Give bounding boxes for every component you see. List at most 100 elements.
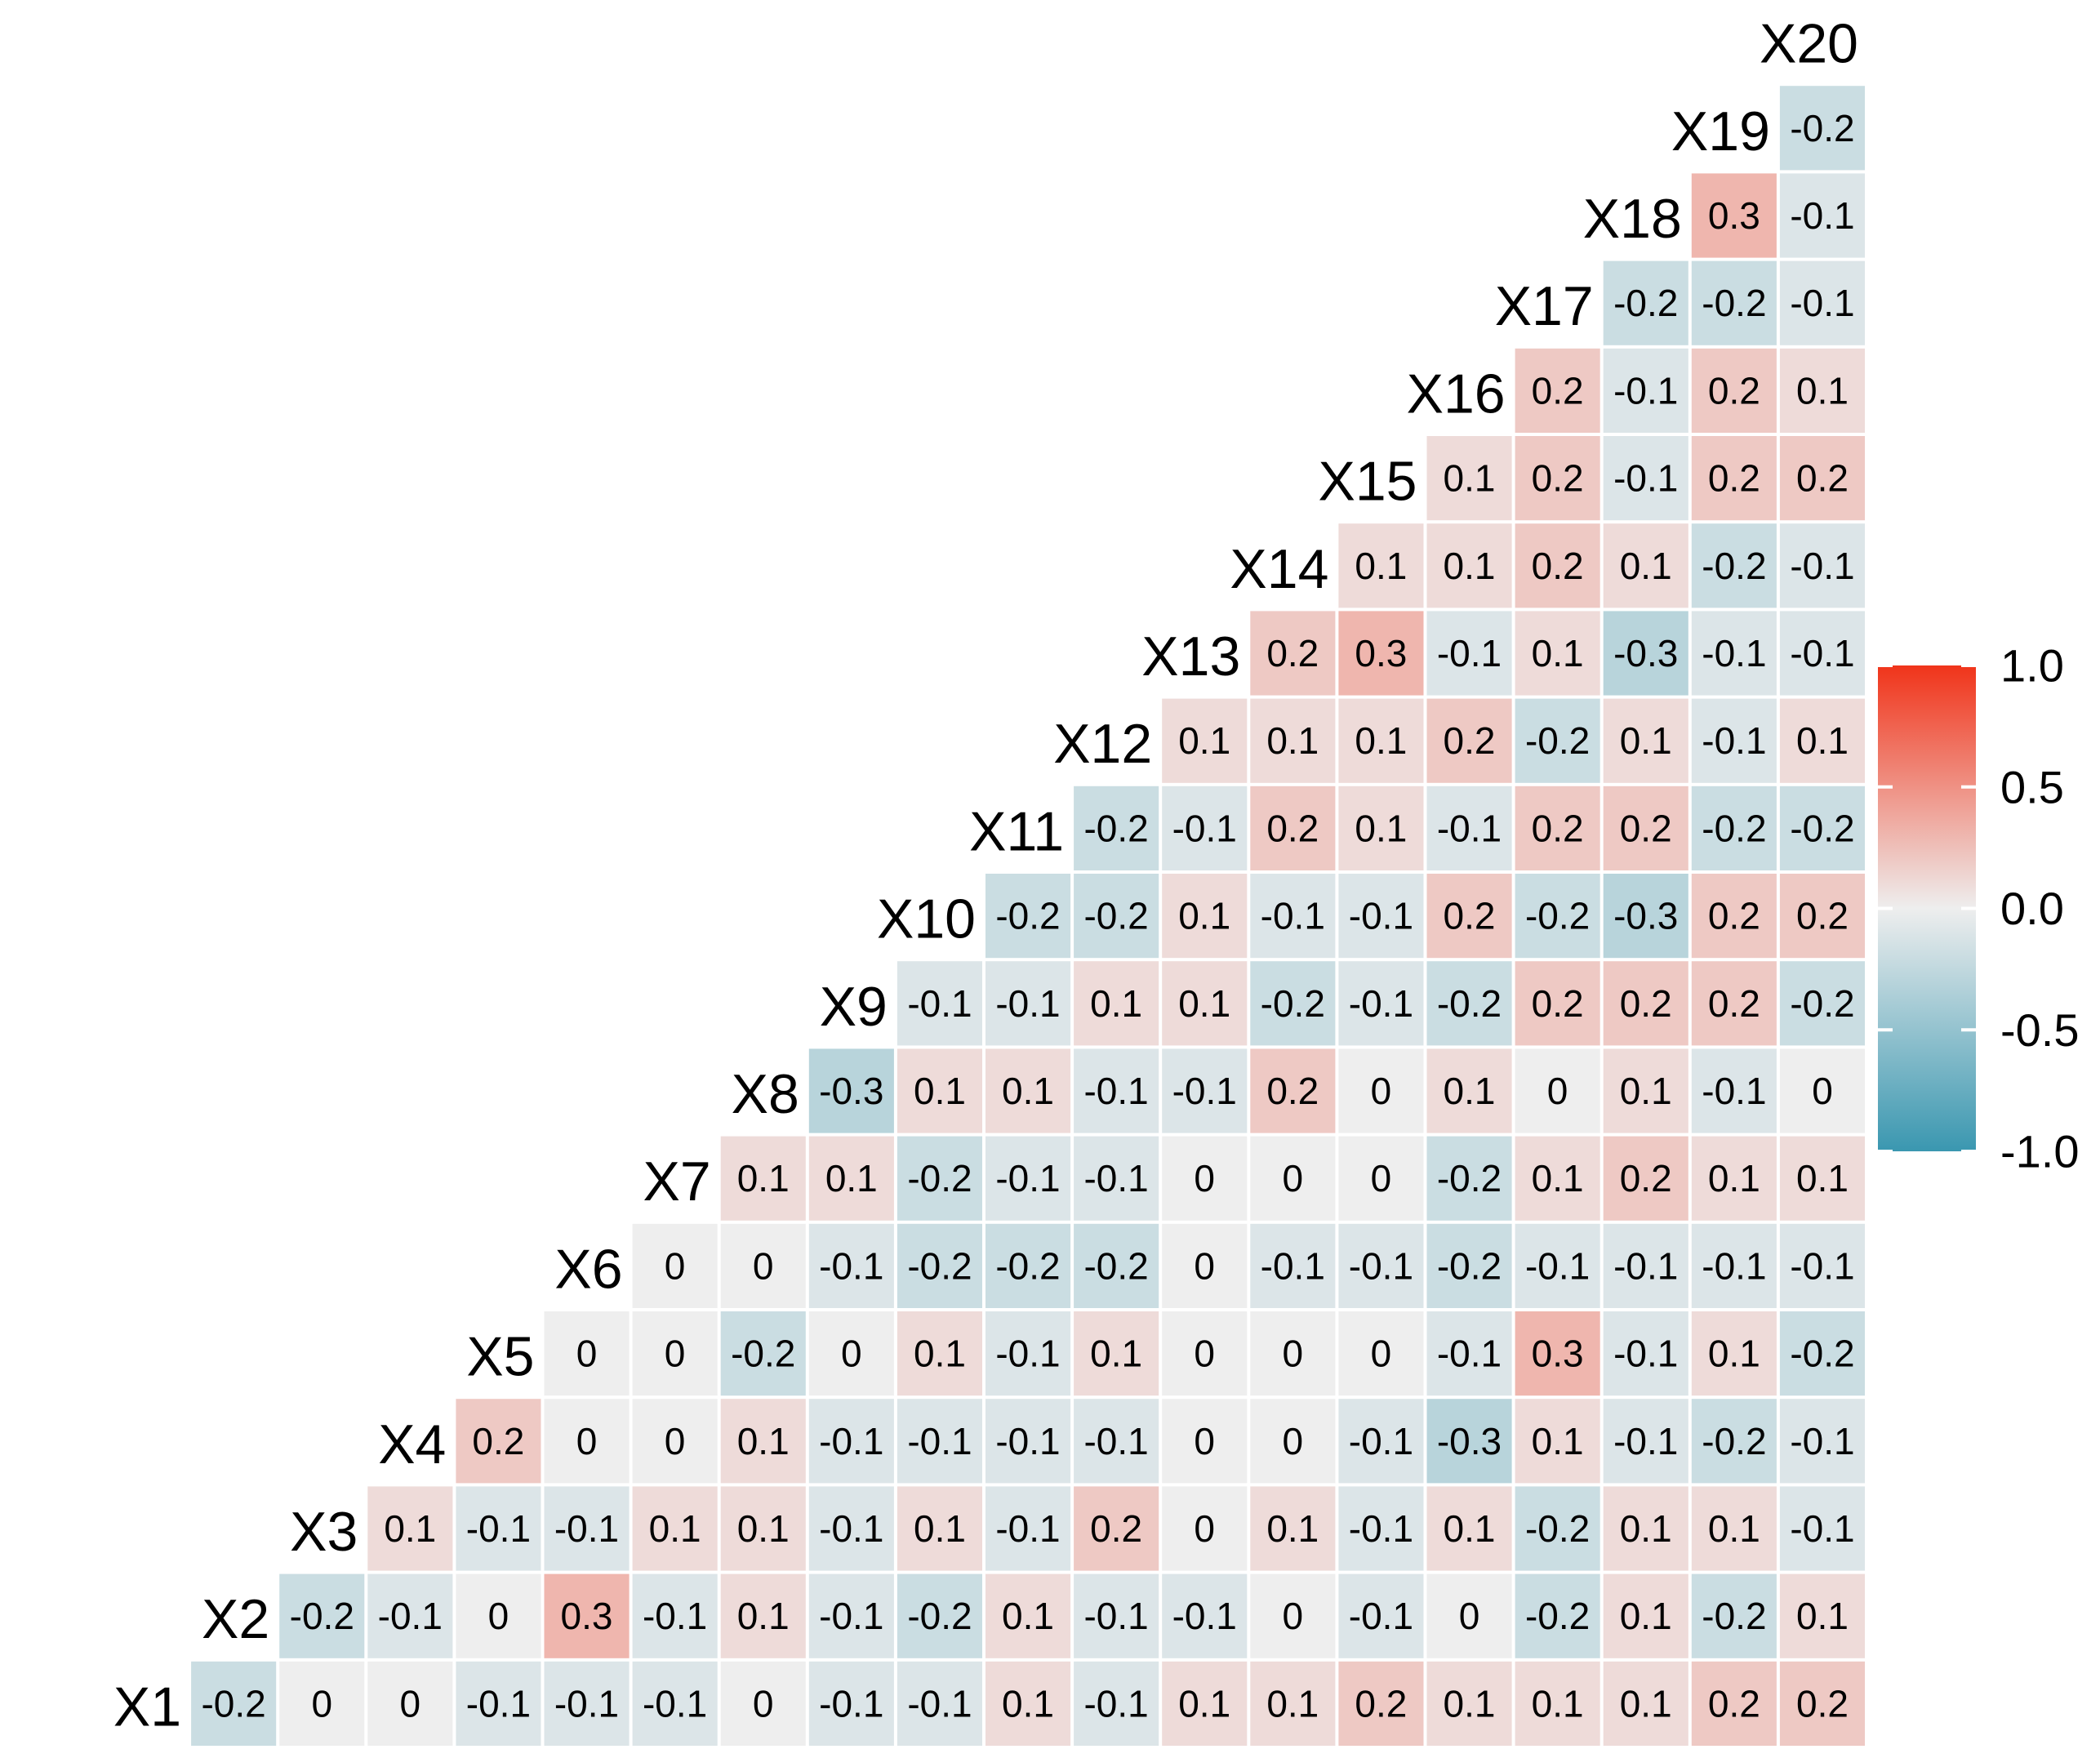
heatmap-cell [1691, 260, 1777, 345]
heatmap-cell [1338, 1399, 1424, 1484]
heatmap-cell [367, 1486, 453, 1571]
heatmap-cell [1074, 786, 1159, 870]
cell-value-label: 0.1 [1090, 982, 1142, 1025]
cell-value-label: -0.2 [1525, 719, 1590, 762]
heatmap-cell [1250, 1048, 1336, 1133]
heatmap-cell [1074, 961, 1159, 1046]
cell-value-label: -0.2 [1790, 1333, 1854, 1375]
heatmap-cell [1162, 1311, 1248, 1396]
cell-value-label: -0.1 [819, 1682, 883, 1725]
heatmap-cell [985, 1486, 1071, 1571]
cell-value-label: -0.1 [466, 1507, 531, 1550]
heatmap-cell [720, 1223, 806, 1308]
cell-value-label: -0.1 [1790, 632, 1854, 674]
cell-value-label: -0.1 [1172, 1595, 1237, 1637]
cell-value-label: -0.1 [1702, 1244, 1766, 1287]
heatmap-cell [1691, 348, 1777, 433]
heatmap-cell [1691, 523, 1777, 608]
heatmap-cell [1603, 786, 1688, 870]
cell-value-label: -0.1 [1261, 895, 1325, 937]
cell-value-label: 0.2 [1444, 719, 1496, 762]
cell-value-label: 0.2 [1444, 895, 1496, 937]
heatmap-cell [632, 1311, 718, 1396]
cell-value-label: 0.1 [1532, 1682, 1584, 1725]
heatmap-cell [1779, 611, 1865, 696]
heatmap-cell [1515, 698, 1600, 783]
variable-label: X15 [1319, 451, 1417, 513]
heatmap-cell [1603, 348, 1688, 433]
cell-value-label: -0.1 [995, 1507, 1060, 1550]
heatmap-cell [897, 1573, 982, 1658]
variable-label: X9 [820, 976, 888, 1038]
heatmap-cell [1515, 786, 1600, 870]
cell-value-label: -0.1 [1613, 457, 1678, 500]
cell-value-label: -0.1 [1702, 1070, 1766, 1112]
heatmap-cell [1691, 436, 1777, 521]
heatmap-cell [985, 1311, 1071, 1396]
heatmap-cell [1691, 1048, 1777, 1133]
cell-value-label: -0.2 [1083, 807, 1148, 849]
heatmap-cell [897, 1486, 982, 1571]
heatmap-cell [1250, 1223, 1336, 1308]
heatmap-cell [1515, 961, 1600, 1046]
cell-value-label: -0.1 [1083, 1682, 1148, 1725]
cell-value-label: -0.1 [1790, 1507, 1854, 1550]
cell-value-label: 0.2 [1620, 1157, 1672, 1199]
cell-value-label: 0.1 [1708, 1333, 1760, 1375]
cell-value-label: 0.1 [914, 1507, 966, 1550]
cell-value-label: 0.1 [1002, 1070, 1054, 1112]
heatmap-cell [1515, 1048, 1600, 1133]
cell-value-label: -0.2 [1613, 282, 1678, 324]
heatmap-cell [1074, 1399, 1159, 1484]
heatmap-cell [544, 1486, 630, 1571]
heatmap-cell [1603, 1223, 1688, 1308]
cell-value-label: -0.1 [1437, 807, 1502, 849]
variable-label: X10 [877, 888, 976, 950]
cell-value-label: 0.2 [1708, 457, 1760, 500]
heatmap-cell [1691, 786, 1777, 870]
cell-value-label: 0.1 [1708, 1157, 1760, 1199]
heatmap-cell [1338, 1048, 1424, 1133]
heatmap-cell [808, 1486, 894, 1571]
heatmap-cell [897, 961, 982, 1046]
cell-value-label: -0.1 [378, 1595, 443, 1637]
heatmap-cell [1074, 1311, 1159, 1396]
cell-value-label: -0.1 [1437, 1333, 1502, 1375]
cell-value-label: -0.1 [1613, 1333, 1678, 1375]
cell-value-label: -0.1 [819, 1507, 883, 1550]
cell-value-label: 0.2 [1708, 1682, 1760, 1725]
heatmap-cell [808, 1399, 894, 1484]
cell-value-label: -0.1 [819, 1595, 883, 1637]
heatmap-cell [1779, 436, 1865, 521]
cell-value-label: 0 [1283, 1595, 1304, 1637]
cell-value-label: 0 [1194, 1244, 1215, 1287]
cell-value-label: 0.1 [1266, 1507, 1319, 1550]
cell-value-label: -0.1 [1172, 807, 1237, 849]
variable-label: X17 [1495, 275, 1594, 337]
cell-value-label: 0.1 [1002, 1682, 1054, 1725]
cell-value-label: 0.1 [1708, 1507, 1760, 1550]
cell-value-label: -0.1 [554, 1507, 619, 1550]
heatmap-cell [632, 1399, 718, 1484]
heatmap-cell [1779, 1048, 1865, 1133]
heatmap-cell [1691, 1136, 1777, 1221]
heatmap-cell [1074, 1486, 1159, 1571]
heatmap-cell-labels: -0.2 0 0 -0.1 -0.1 -0.1 0 -0.1 -0.1 0.1 -0.1 0.1 0.1… [201, 107, 1854, 1725]
cell-value-label: 0.3 [1708, 194, 1760, 237]
cell-value-label: 0 [841, 1333, 862, 1375]
cell-value-label: -0.1 [907, 1420, 972, 1462]
heatmap-cell [1691, 1311, 1777, 1396]
heatmap-cell [1691, 173, 1777, 258]
heatmap-cell [1515, 1573, 1600, 1658]
heatmap-cell [985, 1573, 1071, 1658]
cell-value-label: -0.2 [1437, 982, 1502, 1025]
cell-value-label: 0.1 [1002, 1595, 1054, 1637]
cell-value-label: 0 [665, 1244, 686, 1287]
cell-value-label: 0.2 [1532, 545, 1584, 587]
heatmap-cell [1162, 1223, 1248, 1308]
heatmap-cell [1338, 1136, 1424, 1221]
heatmap-cell [1515, 523, 1600, 608]
heatmap-cell [985, 961, 1071, 1046]
heatmap-cell [1250, 698, 1336, 783]
cell-value-label: -0.2 [1702, 1595, 1766, 1637]
